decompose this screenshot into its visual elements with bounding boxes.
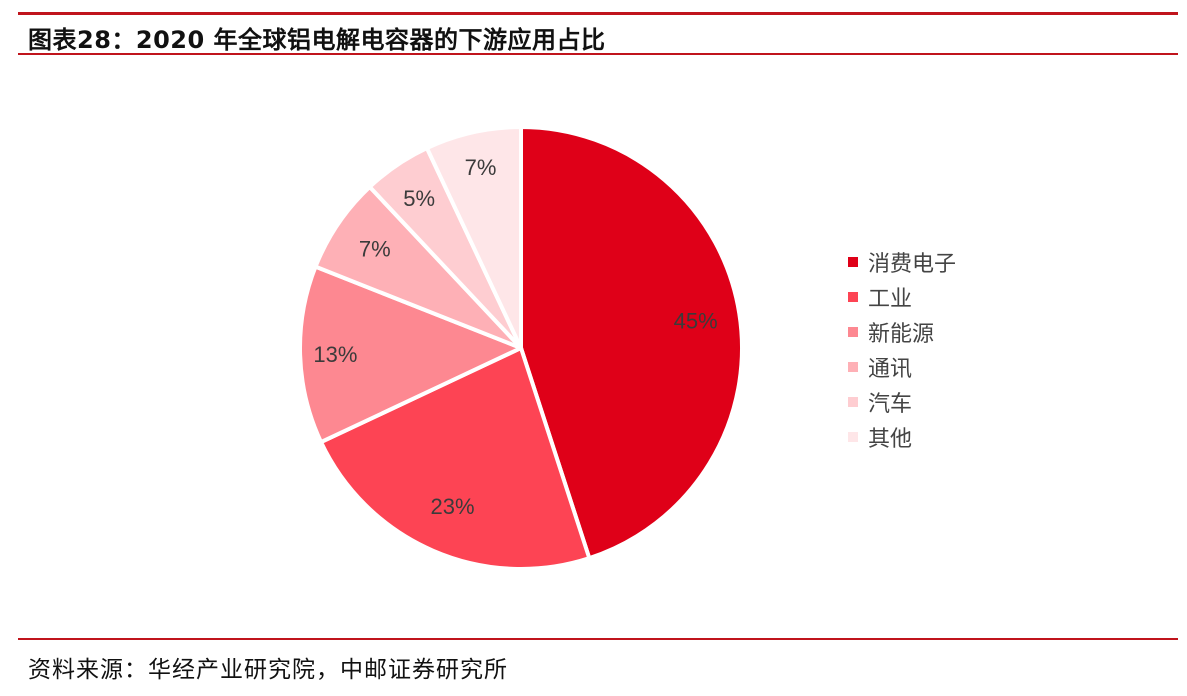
legend-swatch-icon <box>848 361 858 372</box>
legend-swatch-icon <box>848 431 858 442</box>
legend-label: 消费电子 <box>868 251 957 277</box>
legend-swatch-icon <box>848 396 858 407</box>
legend-label: 汽车 <box>868 391 913 417</box>
slice-label: 13% <box>313 342 357 367</box>
legend-item: 通讯 <box>848 349 956 384</box>
slice-label: 7% <box>359 237 391 262</box>
pie-slice-1 <box>519 125 744 561</box>
pie-slice-3 <box>298 264 523 445</box>
legend-label: 新能源 <box>868 321 935 347</box>
legend-label: 工业 <box>868 286 913 312</box>
source-note: 资料来源：华经产业研究院，中邮证券研究所 <box>28 657 508 683</box>
figure-title: 图表28：2020 年全球铝电解电容器的下游应用占比 <box>28 26 606 54</box>
legend-swatch-icon <box>848 326 858 337</box>
legend-item: 新能源 <box>848 314 956 349</box>
slice-label: 5% <box>403 186 435 211</box>
legend-item: 其他 <box>848 419 956 454</box>
legend-item: 工业 <box>848 279 956 314</box>
slice-label: 7% <box>465 155 497 180</box>
legend-label: 通讯 <box>868 356 913 382</box>
top-rule <box>18 12 1178 15</box>
pie-slice-2 <box>319 346 592 571</box>
pie-slice-6 <box>424 125 523 350</box>
legend-label: 其他 <box>868 426 913 452</box>
slice-label: 45% <box>674 308 718 333</box>
slice-label: 23% <box>431 494 475 519</box>
legend-item: 消费电子 <box>848 244 956 279</box>
chart-legend: 消费电子工业新能源通讯汽车其他 <box>848 244 956 454</box>
legend-swatch-icon <box>848 291 858 302</box>
title-underline <box>18 53 1178 55</box>
legend-swatch-icon <box>848 256 858 267</box>
footer-rule <box>18 638 1178 640</box>
legend-item: 汽车 <box>848 384 956 419</box>
